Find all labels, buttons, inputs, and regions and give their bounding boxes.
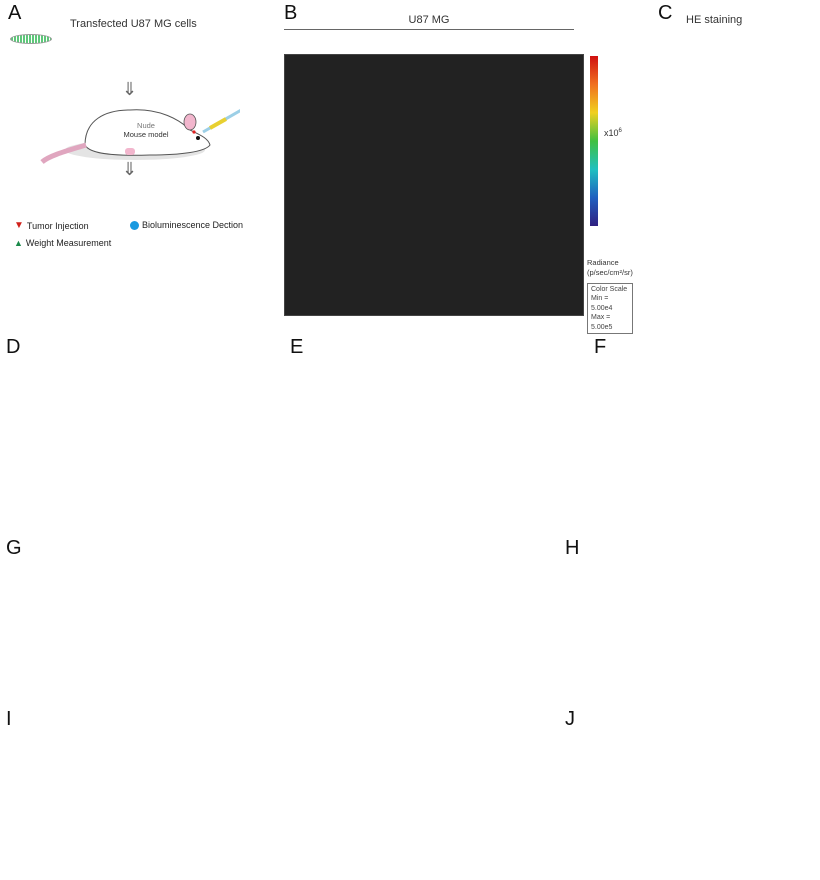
legend-bioluminescence: Bioluminescence Dection	[130, 220, 243, 230]
panel-label-d: D	[6, 336, 21, 358]
panel-c-title: HE staining	[686, 14, 743, 26]
dish-group	[6, 34, 56, 44]
panel-label-f: F	[594, 336, 607, 358]
flux-chart	[560, 350, 820, 530]
experiment-timeline	[6, 254, 276, 320]
ihc-score-chart-j	[560, 715, 820, 880]
he-staining-grid	[650, 30, 820, 318]
petri-dish-icon	[10, 34, 52, 44]
nude-mouse-illustration: Nude Mouse model	[40, 109, 240, 165]
panel-a-title: Transfected U87 MG cells	[70, 18, 197, 30]
panel-label-a: A	[8, 2, 22, 24]
panel-label-c: C	[658, 2, 673, 24]
green-triangle-up-icon: ▲	[14, 238, 23, 248]
panel-b-title: U87 MG	[408, 14, 450, 26]
panel-label-g: G	[6, 537, 22, 559]
colorbar-unit: Radiance (p/sec/cm²/sr)	[587, 258, 633, 277]
blue-circle-icon	[130, 220, 139, 230]
panel-label-b: B	[284, 2, 298, 24]
svg-text:Mouse model: Mouse model	[123, 130, 168, 139]
survival-chart	[0, 350, 282, 530]
cell-dishes	[6, 34, 266, 74]
panel-b-column-headers	[284, 33, 584, 55]
divider	[284, 29, 574, 30]
arrow-down-icon: ⇓	[122, 79, 138, 99]
ihc-ki67-pcna-grid	[0, 545, 560, 705]
bioluminescence-image-grid	[284, 54, 584, 316]
legend-tumor-injection: ▼ Tumor Injection	[14, 220, 89, 231]
panel-label-j: J	[565, 708, 575, 730]
color-scale-box: Color Scale Min = 5.00e4 Max = 5.00e5	[587, 283, 633, 335]
legend-weight: ▲ Weight Measurement	[14, 238, 112, 248]
weight-chart	[282, 350, 572, 530]
red-triangle-down-icon: ▼	[14, 220, 24, 231]
panel-label-e: E	[290, 336, 304, 358]
ihc-mmp-grid	[0, 716, 560, 876]
colorbar-multiplier: x106	[604, 128, 622, 138]
panel-label-h: H	[565, 537, 580, 559]
colorbar-ticks	[600, 50, 630, 230]
svg-text:Nude: Nude	[137, 121, 155, 130]
radiance-colorbar	[590, 56, 598, 226]
arrow-down-icon: ⇓	[122, 159, 138, 179]
ihc-score-chart-h	[560, 545, 820, 710]
panel-label-i: I	[6, 708, 12, 730]
